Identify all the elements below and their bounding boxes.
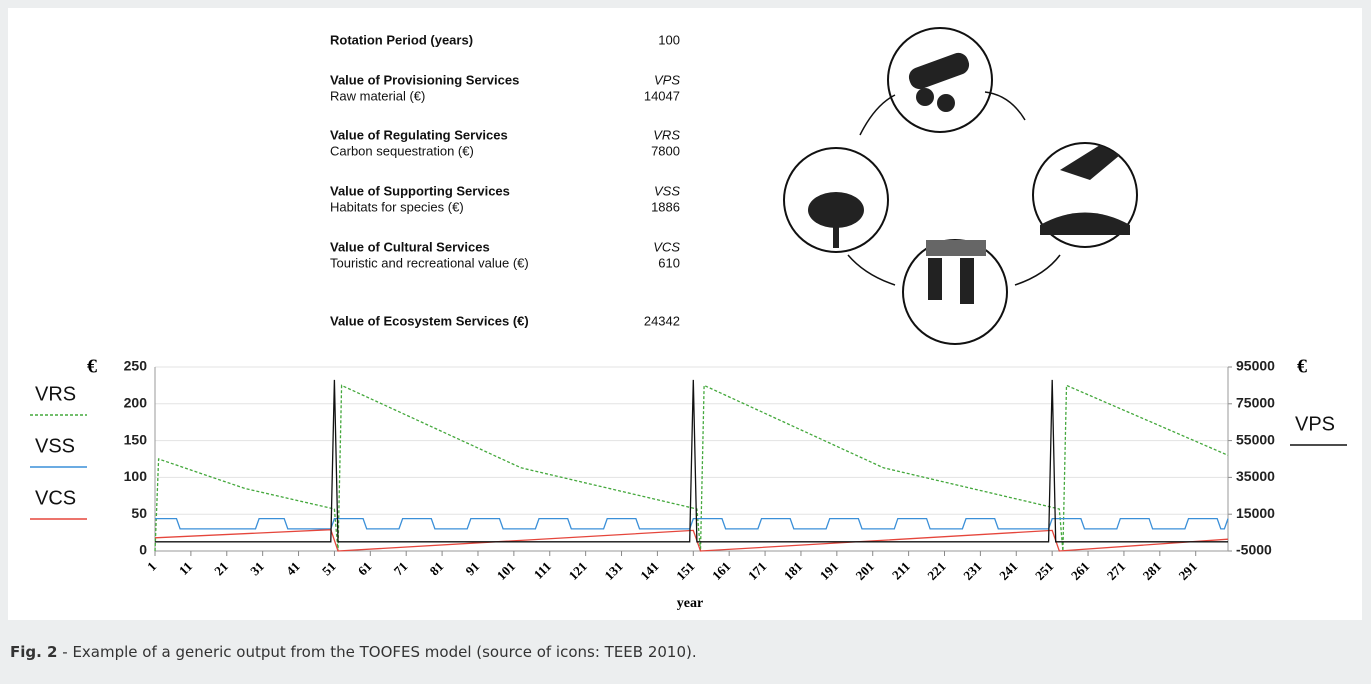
group-code: VCS [653, 239, 680, 254]
y2-tick-label: 55000 [1236, 431, 1275, 447]
x-tick-label: 41 [283, 559, 303, 579]
x-tick-label: 31 [247, 559, 267, 579]
caption-label: Fig. 2 [10, 643, 57, 661]
group-value: 7800 [651, 143, 680, 158]
x-tick-label: 171 [745, 559, 769, 583]
icons [784, 28, 1137, 344]
x-tick-label: 211 [889, 559, 913, 583]
x-tick-label: 151 [673, 559, 697, 583]
group-code: VSS [654, 183, 680, 198]
figure: Rotation Period (years) 100 Value of Pro… [0, 0, 1371, 630]
caption: Fig. 2 - Example of a generic output fro… [10, 643, 697, 661]
x-tick-label: 101 [494, 559, 518, 583]
x-tick-label: 71 [391, 559, 411, 579]
group-heading: Value of Supporting Services [330, 183, 510, 198]
x-tick-label: 51 [319, 559, 339, 579]
legend-label: VRS [35, 383, 76, 405]
icon-details [808, 50, 1130, 304]
x-tick-label: 1 [144, 559, 159, 574]
group-heading: Value of Regulating Services [330, 127, 508, 142]
total-value: 24342 [644, 313, 680, 328]
legend-label: VSS [35, 435, 75, 457]
x-tick-label: 21 [211, 559, 231, 579]
y2-tick-label: 15000 [1236, 505, 1275, 521]
group-value: 1886 [651, 199, 680, 214]
legend-label: VCS [35, 487, 76, 509]
group-code: VRS [653, 127, 680, 142]
x-tick-label: 81 [427, 559, 447, 579]
icon-arrows [848, 92, 1060, 285]
x-tick-label: 161 [709, 559, 733, 583]
y-tick-label: 50 [131, 505, 147, 521]
page: Rotation Period (years) 100 Value of Pro… [0, 0, 1371, 684]
legend-label: VPS [1295, 413, 1335, 435]
x-tick-label: 91 [462, 559, 482, 579]
group-item: Habitats for species (€) [330, 199, 464, 214]
x-tick-label: 291 [1176, 559, 1200, 583]
x-tick-label: 201 [853, 559, 877, 583]
x-tick-label: 131 [601, 559, 625, 583]
chart: € € year 0 50 100 150 200 250 -5000 15000 35000 5… [30, 356, 1347, 612]
x-tick-label: 251 [1032, 559, 1056, 583]
y-tick-label: 250 [124, 358, 148, 374]
x-tick-label: 231 [960, 559, 984, 583]
group-value: 14047 [644, 88, 680, 103]
y2-tick-label: 35000 [1236, 468, 1275, 484]
y2-tick-label: -5000 [1236, 542, 1272, 558]
y2-tick-label: 75000 [1236, 395, 1275, 411]
group-heading: Value of Provisioning Services [330, 72, 519, 87]
x-tick-label: 61 [355, 559, 375, 579]
table-value: 100 [658, 32, 680, 47]
x-tick-label: 221 [924, 559, 948, 583]
x-tick-label: 111 [531, 559, 554, 582]
y-axis-label: € [87, 356, 97, 378]
total-label: Value of Ecosystem Services (€) [330, 313, 529, 328]
x-tick-label: 261 [1068, 559, 1092, 583]
x-tick-label: 241 [996, 559, 1020, 583]
y2-axis-label: € [1297, 356, 1307, 378]
group-code: VPS [654, 72, 680, 87]
group-value: 610 [658, 255, 680, 270]
table: Rotation Period (years) 100 Value of Pro… [330, 32, 680, 328]
table-label: Rotation Period (years) [330, 32, 473, 47]
x-axis-label: year [677, 596, 703, 611]
caption-text: - Example of a generic output from the T… [62, 643, 696, 661]
group-item: Raw material (€) [330, 88, 425, 103]
group-item: Touristic and recreational value (€) [330, 255, 529, 270]
group-item: Carbon sequestration (€) [330, 143, 474, 158]
y-tick-label: 0 [139, 542, 147, 558]
y2-tick-label: 95000 [1236, 358, 1275, 374]
y-tick-label: 200 [124, 395, 148, 411]
x-tick-label: 121 [565, 559, 589, 583]
x-tick-label: 11 [176, 559, 195, 578]
x-tick-label: 281 [1140, 559, 1164, 583]
x-tick-label: 141 [637, 559, 661, 583]
y-tick-label: 100 [124, 468, 148, 484]
x-tick-label: 191 [817, 559, 841, 583]
series-line [155, 519, 1228, 529]
series-line [155, 530, 1228, 551]
x-tick-label: 271 [1104, 559, 1128, 583]
y-tick-label: 150 [124, 431, 148, 447]
group-heading: Value of Cultural Services [330, 239, 490, 254]
x-tick-label: 181 [781, 559, 805, 583]
